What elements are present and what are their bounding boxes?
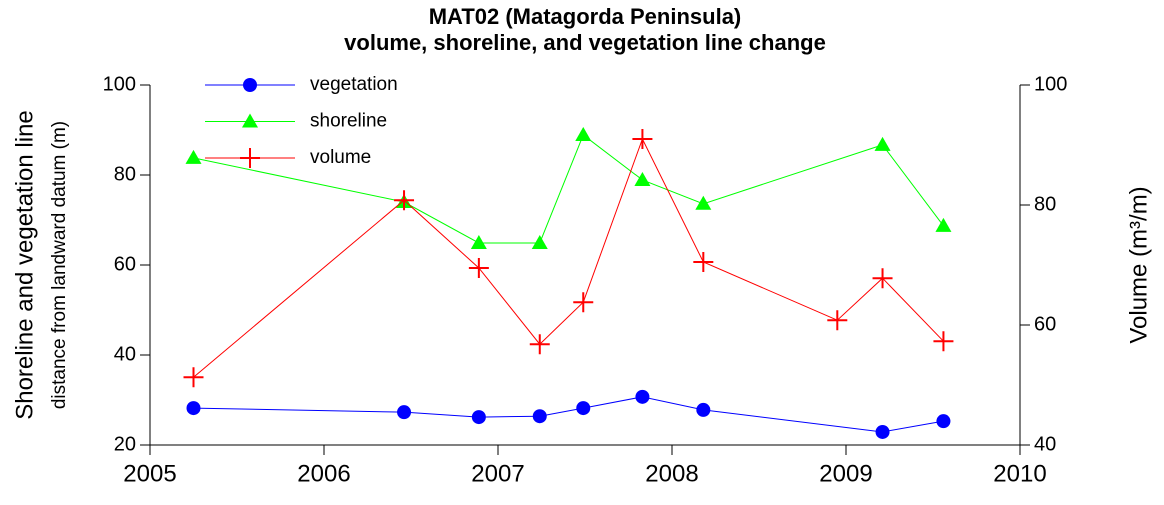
marker [242, 113, 258, 128]
x-tick-label: 2005 [123, 460, 176, 487]
y-tick-label: 40 [114, 343, 136, 365]
chart-title: MAT02 (Matagorda Peninsula) [429, 4, 742, 29]
marker [468, 258, 489, 278]
marker [470, 234, 487, 249]
marker [827, 310, 848, 331]
marker [529, 334, 550, 355]
marker [186, 401, 201, 416]
marker [695, 195, 712, 210]
x-tick-label: 2008 [645, 460, 698, 487]
marker [872, 268, 893, 289]
marker [576, 401, 591, 416]
marker [397, 405, 412, 420]
y-tick-label: 80 [114, 163, 136, 185]
marker [933, 331, 954, 352]
marker [693, 252, 714, 272]
x-tick-label: 2006 [297, 460, 350, 487]
marker [531, 234, 548, 249]
legend-label: vegetation [310, 74, 398, 95]
y2-tick-label: 80 [1034, 193, 1056, 215]
y2-tick-label: 60 [1034, 313, 1056, 335]
marker [632, 129, 653, 149]
marker [394, 190, 415, 211]
y-axis-sublabel: distance from landward datum (m) [49, 121, 70, 409]
marker [634, 171, 651, 186]
marker [635, 389, 650, 404]
series-line [193, 396, 944, 433]
marker [471, 410, 486, 425]
legend-label: volume [310, 147, 371, 168]
x-tick-label: 2009 [819, 460, 872, 487]
marker [183, 367, 204, 388]
y-axis-label: Shoreline and vegetation line [11, 110, 38, 420]
marker [936, 414, 951, 429]
y2-axis-label: Volume (m³/m) [1125, 186, 1152, 343]
legend-label: shoreline [310, 111, 387, 132]
y2-tick-label: 40 [1034, 433, 1056, 455]
marker [575, 126, 592, 141]
marker [532, 409, 547, 424]
marker [243, 78, 257, 92]
y-tick-label: 20 [114, 433, 136, 455]
y-tick-label: 60 [114, 253, 136, 275]
marker [696, 402, 711, 417]
x-tick-label: 2007 [471, 460, 524, 487]
marker [935, 217, 952, 232]
series-line [193, 134, 944, 244]
marker [185, 149, 202, 164]
y-tick-label: 100 [103, 73, 136, 95]
marker [874, 136, 891, 151]
marker [240, 148, 260, 168]
series-line [193, 137, 944, 378]
marker [573, 292, 594, 313]
marker [875, 424, 890, 439]
y2-tick-label: 100 [1034, 73, 1067, 95]
x-tick-label: 2010 [993, 460, 1046, 487]
chart-subtitle: volume, shoreline, and vegetation line c… [344, 30, 826, 55]
